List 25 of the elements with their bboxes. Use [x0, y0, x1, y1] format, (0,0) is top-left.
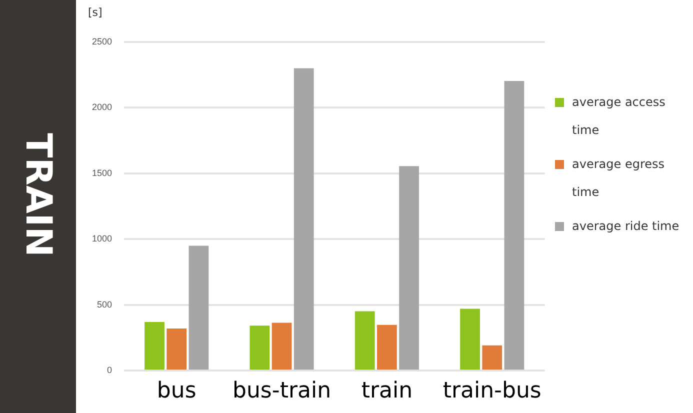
bar	[399, 166, 419, 370]
text: TRAIN	[18, 133, 58, 257]
x-tick-label: bus	[156, 378, 196, 404]
bar	[166, 328, 187, 370]
x-tick-label: train	[361, 378, 413, 404]
y-tick-label: 500	[96, 299, 112, 310]
y-axis-title: [s]	[88, 6, 102, 19]
y-tick-label: 2000	[92, 102, 112, 112]
bar	[354, 311, 375, 370]
bar	[294, 68, 314, 370]
y-tick-label: 2500	[92, 36, 112, 46]
bar	[504, 81, 524, 370]
bar	[272, 322, 292, 370]
y-tick-label: 1000	[92, 234, 112, 244]
x-tick-label: bus-train	[232, 378, 332, 404]
bar	[144, 322, 164, 370]
bar	[250, 326, 270, 370]
bar	[482, 345, 502, 370]
legend-label: average ride time	[572, 218, 680, 235]
x-tick-label: train-bus	[442, 378, 542, 404]
bar	[188, 246, 209, 370]
y-tick-label: 0	[107, 365, 112, 376]
bar	[377, 324, 397, 370]
y-tick-label: 1500	[92, 168, 112, 178]
bar	[460, 308, 480, 370]
